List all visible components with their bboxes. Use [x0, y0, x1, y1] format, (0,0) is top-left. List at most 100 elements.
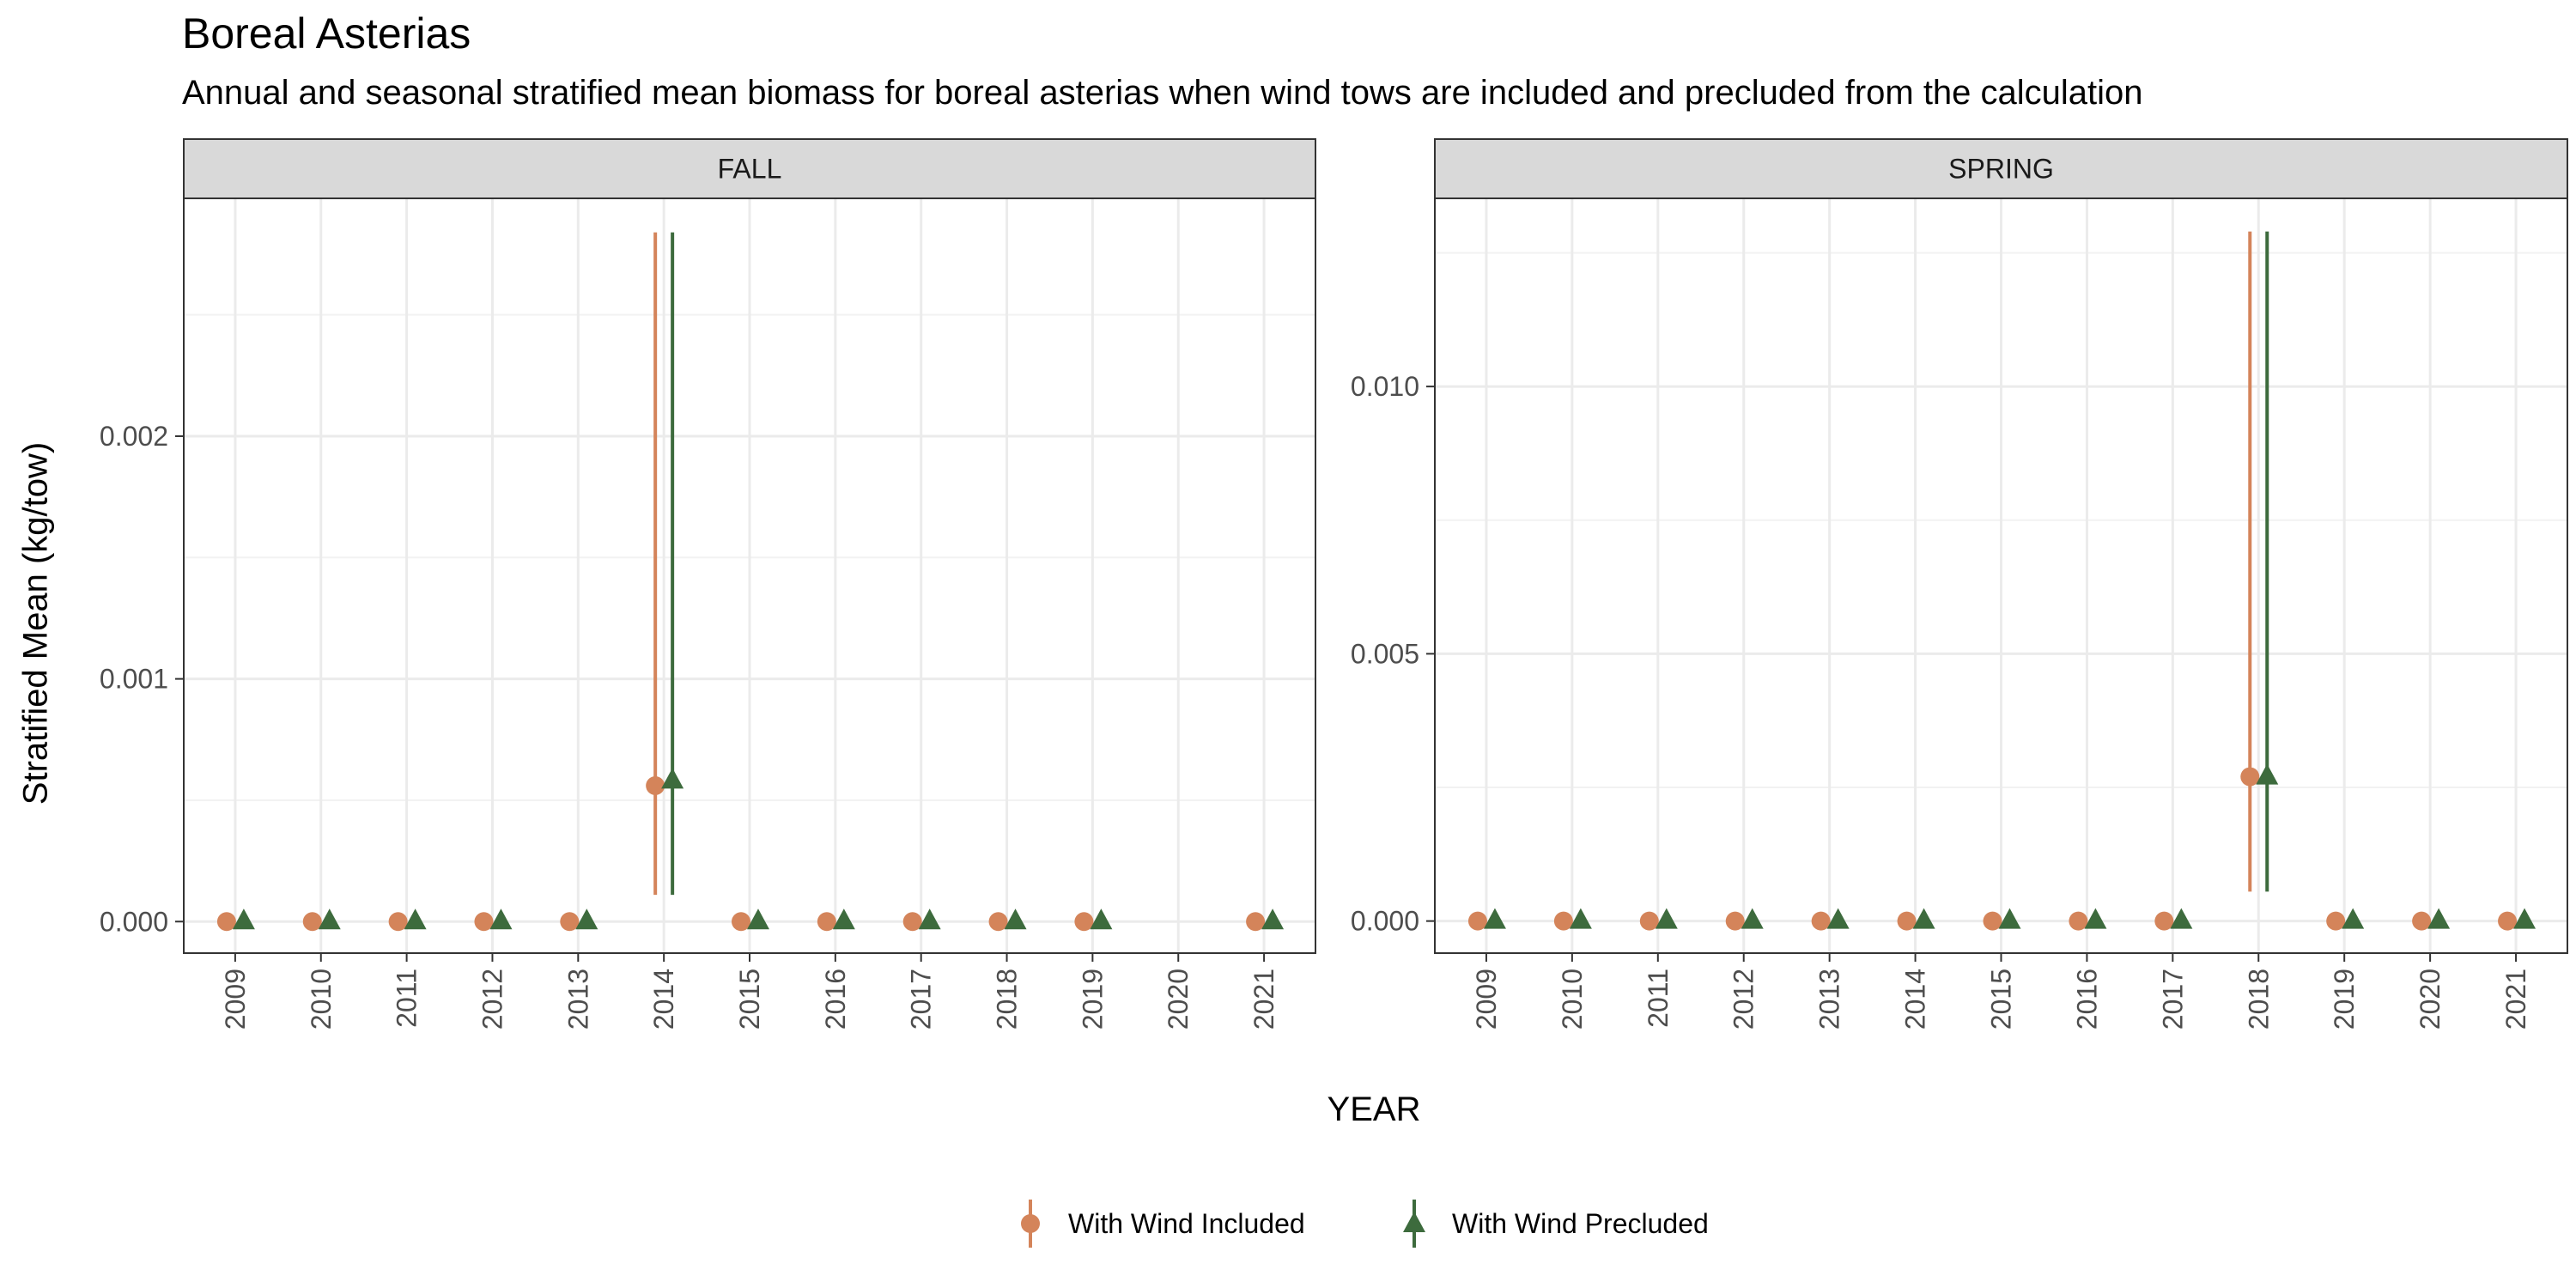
data-point-included: [560, 912, 580, 932]
x-tick-label: 2015: [1986, 969, 2017, 1030]
x-tick-label: 2012: [477, 969, 507, 1030]
legend-label-wind-included: With Wind Included: [1068, 1207, 1305, 1239]
data-point-precluded: [2084, 908, 2107, 929]
x-tick-label: 2009: [220, 969, 251, 1030]
data-point-precluded: [661, 768, 684, 789]
y-tick-label: 0.010: [1351, 371, 1419, 402]
data-point-included: [1983, 911, 2002, 931]
data-point-included: [1725, 911, 1745, 931]
x-tick-label: 2013: [562, 969, 593, 1030]
triangle-marker-icon: [1403, 1200, 1425, 1248]
data-point-precluded: [318, 908, 341, 930]
x-tick-label: 2012: [1728, 969, 1759, 1030]
data-point-precluded: [746, 908, 769, 930]
data-point-precluded: [1826, 908, 1850, 929]
x-tick-label: 2017: [2157, 969, 2188, 1030]
x-tick-label: 2017: [906, 969, 937, 1030]
x-tick-label: 2015: [734, 969, 765, 1030]
data-point-precluded: [1483, 908, 1506, 929]
x-tick-label: 2014: [648, 969, 679, 1030]
data-point-included: [2154, 911, 2174, 931]
facet-strip: [183, 138, 1316, 199]
facet-label: SPRING: [1948, 154, 2054, 185]
panel-border: [1434, 197, 2568, 954]
data-point-included: [1897, 911, 1917, 931]
legend-item-wind-included: With Wind Included: [1013, 1198, 1305, 1249]
data-point-precluded: [232, 908, 255, 930]
legend: With Wind Included With Wind Precluded: [0, 1198, 2576, 1249]
facet-strip: [1434, 138, 2568, 199]
chart-subtitle: Annual and seasonal stratified mean biom…: [182, 74, 2143, 112]
x-tick-label: 2020: [1163, 969, 1194, 1030]
data-point-precluded: [1090, 908, 1113, 930]
y-tick-label: 0.001: [100, 664, 168, 695]
circle-marker-icon: [1021, 1200, 1040, 1248]
chart-title: Boreal Asterias: [182, 9, 471, 58]
data-point-precluded: [1569, 908, 1592, 929]
panel-border: [183, 197, 1316, 954]
data-point-included: [216, 912, 236, 932]
panel-spring: SPRING 0.000 0.005 0.010 2009 2010 2011 2012 201…: [1351, 138, 2568, 1030]
y-tick-label: 0.000: [1351, 906, 1419, 937]
x-tick-label: 2011: [1643, 969, 1674, 1028]
data-point-included: [1553, 911, 1573, 931]
data-point-included: [2412, 911, 2432, 931]
data-point-included: [817, 912, 836, 932]
x-tick-label: 2018: [2243, 969, 2274, 1030]
x-tick-label: 2016: [2071, 969, 2102, 1030]
x-tick-label: 2020: [2415, 969, 2445, 1030]
x-tick-label: 2014: [1900, 969, 1931, 1030]
data-point-included: [1074, 912, 1094, 932]
x-axis-label: YEAR: [1327, 1091, 1421, 1128]
data-point-precluded: [2170, 908, 2193, 929]
data-point-precluded: [2427, 908, 2451, 929]
data-point-precluded: [1741, 908, 1764, 929]
data-point-precluded: [832, 908, 855, 930]
data-point-precluded: [1261, 908, 1285, 930]
data-point-included: [646, 775, 665, 795]
panel-fall: FALL 0.000 0.001 0.002 2009 2010 2011 2012 2013 2…: [100, 138, 1316, 1030]
data-point-included: [1467, 911, 1487, 931]
x-tick-label: 2021: [2500, 969, 2531, 1030]
data-point-precluded: [2256, 763, 2279, 785]
x-tick-label: 2009: [1471, 969, 1502, 1030]
data-point-included: [2498, 911, 2518, 931]
x-tick-label: 2021: [1249, 969, 1279, 1030]
data-point-precluded: [489, 908, 513, 930]
y-tick-label: 0.005: [1351, 638, 1419, 669]
data-point-precluded: [1912, 908, 1935, 929]
data-point-included: [1639, 911, 1659, 931]
data-point-precluded: [2342, 908, 2365, 929]
data-point-precluded: [918, 908, 941, 930]
x-tick-label: 2013: [1814, 969, 1845, 1030]
data-point-included: [1811, 911, 1831, 931]
x-tick-label: 2019: [1077, 969, 1108, 1030]
data-point-precluded: [1998, 908, 2021, 929]
x-tick-label: 2016: [820, 969, 851, 1030]
y-tick-label: 0.002: [100, 421, 168, 452]
data-point-included: [388, 912, 408, 932]
x-tick-label: 2019: [2329, 969, 2360, 1030]
data-point-precluded: [575, 908, 598, 930]
y-tick-label: 0.000: [100, 906, 168, 937]
legend-item-wind-precluded: With Wind Precluded: [1397, 1198, 1709, 1249]
data-point-precluded: [1655, 908, 1678, 929]
data-point-included: [302, 912, 322, 932]
x-tick-label: 2010: [306, 969, 337, 1030]
x-tick-label: 2010: [1557, 969, 1588, 1030]
data-point-included: [2240, 767, 2260, 787]
facet-label: FALL: [718, 154, 782, 185]
data-point-included: [2069, 911, 2088, 931]
x-tick-label: 2011: [392, 969, 422, 1028]
x-tick-label: 2018: [992, 969, 1023, 1030]
data-point-precluded: [1004, 908, 1027, 930]
legend-label-wind-precluded: With Wind Precluded: [1452, 1207, 1709, 1239]
data-point-precluded: [2513, 908, 2537, 929]
data-point-included: [988, 912, 1008, 932]
data-point-included: [2326, 911, 2346, 931]
data-point-included: [1246, 912, 1266, 932]
data-point-included: [732, 912, 751, 932]
data-point-precluded: [404, 908, 427, 930]
data-point-included: [902, 912, 922, 932]
